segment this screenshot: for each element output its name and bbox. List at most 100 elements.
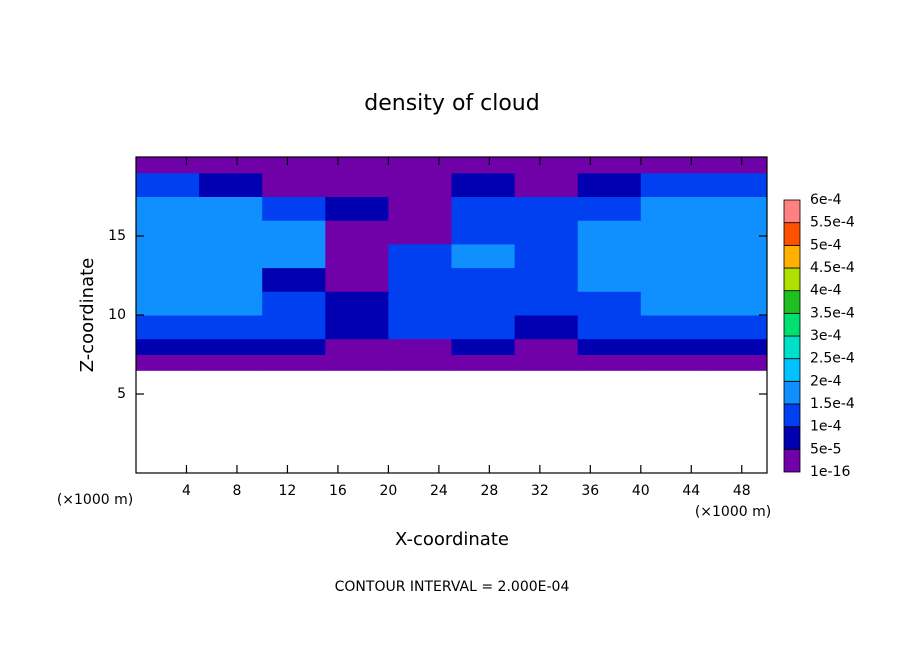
field-cell: [514, 196, 579, 221]
x-tick-label: 48: [733, 483, 751, 499]
field-cell: [136, 220, 200, 245]
field-cell: [262, 338, 326, 355]
x-tick-label: 20: [379, 483, 397, 499]
colorbar-box: [783, 426, 801, 450]
field-cell: [451, 196, 516, 221]
field-cell: [451, 315, 516, 340]
x-tick-label: 16: [329, 483, 347, 499]
field-cell: [262, 354, 326, 371]
field-cell: [577, 196, 642, 221]
field-cell: [703, 354, 768, 371]
field-cell: [199, 267, 263, 292]
y-tick-label: 5: [117, 386, 126, 402]
chart-title: density of cloud: [364, 91, 539, 116]
field-cell: [577, 220, 642, 245]
field-cell: [262, 291, 326, 316]
x-tick-label: 12: [279, 483, 297, 499]
field-cell: [703, 338, 768, 355]
field-cell: [514, 172, 579, 197]
field-cell: [325, 291, 389, 316]
field-cell: [325, 157, 389, 174]
field-cell: [262, 172, 326, 197]
field-cell: [136, 315, 200, 340]
field-cell: [451, 267, 516, 292]
field-cell: [199, 315, 263, 340]
colorbar-label: 1e-4: [810, 419, 842, 435]
colorbar-label: 2e-4: [810, 373, 842, 389]
field-cell: [703, 315, 768, 340]
field-cell: [514, 220, 579, 245]
x-tick-label: 24: [430, 483, 448, 499]
field-cell: [199, 196, 263, 221]
field-cell: [451, 243, 516, 269]
field-cell: [136, 172, 200, 197]
y-tick-label: 15: [108, 228, 126, 244]
field-cell: [325, 172, 389, 197]
field-cell: [640, 172, 705, 197]
field-cell: [199, 354, 263, 371]
field-cell: [577, 157, 642, 174]
field-cell: [703, 267, 768, 292]
colorbar-box: [783, 267, 801, 292]
field-cell: [262, 157, 326, 174]
colorbar-label: 4e-4: [810, 283, 842, 299]
x-tick-label: 40: [632, 483, 650, 499]
field-cell: [388, 243, 452, 269]
field-cell: [451, 291, 516, 316]
field-cell: [451, 220, 516, 245]
field-cell: [703, 243, 768, 269]
field-cell: [640, 354, 705, 371]
field-cell: [325, 315, 389, 340]
field-cell: [388, 354, 452, 371]
field-cell: [199, 172, 263, 197]
x-tick-label: 28: [480, 483, 498, 499]
field-cell: [136, 267, 200, 292]
field-cell: [514, 291, 579, 316]
colorbar-label: 1e-16: [810, 464, 850, 480]
field-cell: [388, 291, 452, 316]
field-cell: [640, 338, 705, 355]
field-cell: [325, 220, 389, 245]
colorbar-box: [783, 403, 801, 428]
colorbar-label: 1.5e-4: [810, 396, 855, 412]
field-cell: [325, 243, 389, 269]
field-cell: [640, 157, 705, 174]
colorbar-label: 5e-5: [810, 441, 841, 457]
colorbar-box: [783, 222, 801, 246]
field-cell: [514, 267, 579, 292]
x-tick-label: 44: [682, 483, 700, 499]
field-cell: [136, 196, 200, 221]
colorbar-box: [783, 312, 801, 337]
field-cell: [577, 267, 642, 292]
field-cell: [388, 172, 452, 197]
field-cell: [703, 291, 768, 316]
field-cell: [577, 243, 642, 269]
field-cell: [388, 196, 452, 221]
field-cell: [640, 267, 705, 292]
field-cell: [514, 338, 579, 355]
field-cell: [136, 354, 200, 371]
colorbar-box: [783, 199, 801, 224]
field-cell: [325, 196, 389, 221]
field-cell: [325, 338, 389, 355]
colorbar-label: 2.5e-4: [810, 351, 855, 367]
x-axis-label: X-coordinate: [395, 529, 509, 550]
field-cell: [262, 243, 326, 269]
field-cell: [388, 157, 452, 174]
field-cell: [640, 243, 705, 269]
field-cell: [325, 267, 389, 292]
colorbar-label: 5e-4: [810, 237, 842, 253]
field-cell: [514, 315, 579, 340]
field-cell: [514, 157, 579, 174]
field-cell: [136, 338, 200, 355]
field-cell: [199, 291, 263, 316]
field-cell: [199, 338, 263, 355]
field-cell: [640, 196, 705, 221]
field-cell: [577, 338, 642, 355]
field-cell: [388, 220, 452, 245]
colorbar-box: [783, 380, 801, 405]
field-cell: [514, 243, 579, 269]
field-cell: [199, 243, 263, 269]
x-unit: (×1000 m): [695, 504, 771, 520]
